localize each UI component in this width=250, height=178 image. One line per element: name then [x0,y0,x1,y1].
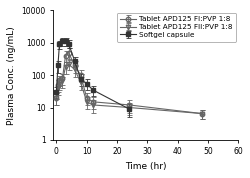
Legend: Tablet APD125 FI:PVP 1:8, Tablet APD125 FII:PVP 1:8, Softgel capsule: Tablet APD125 FI:PVP 1:8, Tablet APD125 … [116,13,236,42]
X-axis label: Time (hr): Time (hr) [125,162,166,171]
Y-axis label: Plasma Conc. (ng/mL): Plasma Conc. (ng/mL) [7,26,16,125]
